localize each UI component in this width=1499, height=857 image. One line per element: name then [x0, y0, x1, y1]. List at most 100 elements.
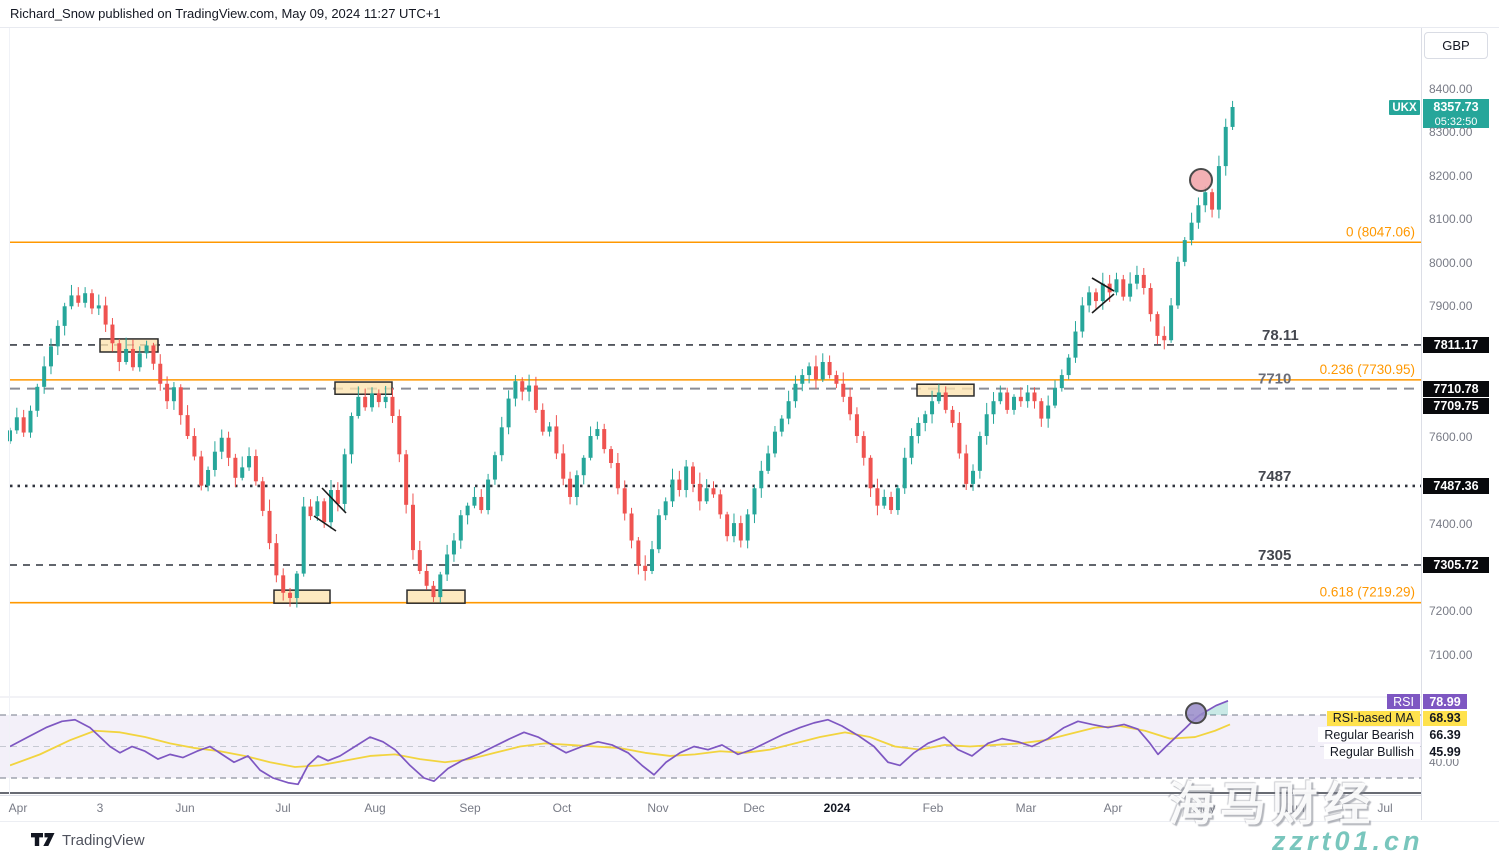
candle-body	[438, 574, 443, 598]
candle-body	[1210, 192, 1215, 210]
candle-body	[42, 366, 47, 387]
candle-body	[486, 479, 491, 511]
candle-body	[1162, 335, 1167, 341]
candle-body	[540, 409, 545, 432]
candle-body	[670, 479, 675, 502]
candle-body	[233, 457, 238, 478]
candle-body	[369, 393, 374, 408]
candle-body	[1121, 279, 1126, 297]
ticker-badge: UKX	[1389, 100, 1420, 115]
time-axis-label: Apr	[8, 801, 28, 815]
zone-box	[99, 338, 159, 353]
candle-body	[909, 436, 914, 458]
candle-body	[916, 422, 921, 437]
candle-body	[766, 453, 771, 471]
candle-body	[1114, 279, 1119, 293]
candle-body	[943, 392, 948, 410]
candle-body	[923, 414, 928, 423]
publication-header: Richard_Snow published on TradingView.co…	[10, 6, 441, 21]
candle-body	[684, 466, 689, 491]
footer-brand[interactable]: TradingView	[30, 831, 145, 849]
candle-body	[349, 415, 354, 455]
candle-body	[834, 375, 839, 384]
price-tick-label: 7400.00	[1429, 516, 1473, 531]
candle-body	[171, 387, 176, 402]
price-level-axis-label: 7709.75	[1423, 397, 1489, 414]
candle-body	[178, 387, 183, 416]
rsi-legend-label: RSI-based MA	[1326, 710, 1420, 726]
candle-body	[1189, 222, 1194, 241]
time-axis-label: Jul	[1377, 801, 1393, 815]
rsi-legend-label: Regular Bullish	[1323, 744, 1420, 759]
last-price-label: 8357.73	[1423, 99, 1489, 115]
candle-body	[568, 478, 573, 497]
candle-body	[1005, 392, 1010, 410]
price-tick-label: 7100.00	[1429, 647, 1473, 662]
price-tick-label: 8200.00	[1429, 168, 1473, 183]
candle-body	[1148, 287, 1153, 315]
candle-body	[260, 481, 265, 511]
candle-body	[1059, 375, 1064, 389]
candle-body	[650, 549, 655, 571]
chart-text-label: 0.236 (7730.95)	[1320, 362, 1415, 377]
candle-body	[561, 453, 566, 479]
tradingview-brand-label: TradingView	[62, 831, 145, 849]
candle-body	[1032, 392, 1037, 402]
ticker-label: UKX	[1392, 101, 1417, 114]
candle-body	[622, 488, 627, 514]
chart-left-border	[9, 28, 10, 795]
price-tick-label: 7200.00	[1429, 604, 1473, 619]
candle-body	[301, 506, 306, 574]
time-axis-label: Nov	[647, 801, 669, 815]
time-axis-label: Mar	[1015, 801, 1037, 815]
candle-body	[1073, 331, 1078, 358]
candle-body	[930, 401, 935, 415]
candle-body	[21, 417, 26, 433]
candle-body	[725, 514, 730, 537]
candle-body	[417, 550, 422, 571]
price-tick-label: 7600.00	[1429, 429, 1473, 444]
candle-body	[445, 554, 450, 575]
candle-body	[431, 585, 436, 598]
candle-body	[957, 422, 962, 454]
candle-body	[1128, 283, 1133, 297]
candle-body	[199, 456, 204, 486]
candle-body	[124, 348, 129, 363]
rsi-legend-value: 68.93	[1423, 710, 1467, 726]
candle-body	[691, 466, 695, 484]
candle-body	[615, 463, 620, 489]
candle-body	[827, 362, 832, 376]
candle-body	[315, 501, 320, 517]
candle-body	[356, 396, 361, 416]
candle-body	[267, 510, 272, 544]
candle-body	[288, 592, 293, 598]
chart-text-label: 78.11	[1262, 327, 1299, 344]
candle-body	[779, 418, 784, 432]
candle-body	[226, 437, 231, 458]
candle-body	[1093, 292, 1098, 302]
currency-toggle-button[interactable]: GBP	[1424, 32, 1488, 59]
time-axis-label: Jun	[1285, 801, 1305, 815]
bar-countdown-label: 05:32:50	[1423, 115, 1489, 128]
candle-body	[1175, 261, 1180, 306]
candle-body	[998, 392, 1003, 402]
chart-text-label: 7487	[1258, 468, 1291, 485]
candle-body	[404, 454, 409, 505]
candle-body	[383, 396, 388, 403]
candle-body	[752, 488, 757, 515]
watermark-url: zzrt01.cn	[1272, 826, 1424, 856]
candle-body	[1196, 205, 1201, 223]
candle-body	[643, 565, 648, 571]
candle-body	[192, 436, 197, 457]
candle-body	[247, 456, 252, 468]
candle-body	[48, 346, 53, 367]
candle-body	[89, 293, 94, 309]
candle-body	[1046, 405, 1051, 419]
price-tick-label: 8300.00	[1429, 125, 1473, 140]
candle-body	[322, 501, 327, 523]
rsi-ma-line	[9, 723, 1231, 768]
candle-body	[745, 514, 750, 541]
candle-body	[588, 436, 593, 458]
